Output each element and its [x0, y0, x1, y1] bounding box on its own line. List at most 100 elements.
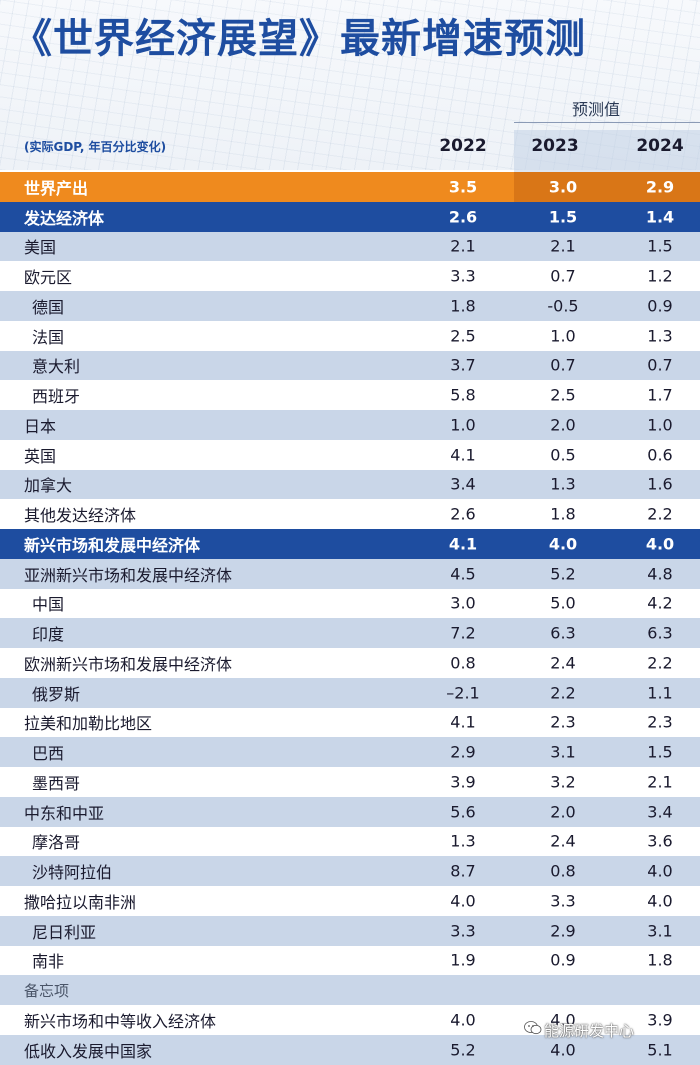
value-2023: 0.7 — [550, 266, 576, 286]
value-2022: 2.6 — [450, 504, 476, 524]
value-2023: 6.3 — [550, 623, 576, 643]
table-row: 欧洲新兴市场和发展中经济体 0.8 2.4 2.2 — [0, 648, 700, 678]
value-2023: -0.5 — [547, 296, 579, 316]
value-2022: 5.6 — [450, 802, 476, 822]
row-label: 亚洲新兴市场和发展中经济体 — [24, 565, 233, 585]
value-2024: 1.7 — [647, 385, 673, 405]
value-2024: 1.5 — [647, 236, 673, 256]
page-title: 《世界经济展望》最新增速预测 — [12, 16, 586, 62]
table-row: 墨西哥 3.9 3.2 2.1 — [0, 767, 700, 797]
value-2024: 1.5 — [647, 742, 673, 762]
forecast-divider — [514, 122, 700, 123]
value-2024: 2.1 — [647, 772, 673, 792]
table-row: 日本 1.0 2.0 1.0 — [0, 410, 700, 440]
value-2022: 4.0 — [450, 1010, 476, 1030]
column-header-2023: 2023 — [531, 136, 579, 156]
table-row: 低收入发展中国家 5.2 4.0 5.1 — [0, 1034, 700, 1065]
value-2023: 2.4 — [550, 831, 576, 851]
row-label: 美国 — [24, 238, 57, 258]
value-2023: 3.3 — [550, 891, 576, 911]
table-row: 欧元区 3.3 0.7 1.2 — [0, 261, 700, 291]
value-2024: 1.2 — [647, 266, 673, 286]
value-2022: 4.1 — [450, 712, 476, 732]
row-label: 巴西 — [32, 744, 65, 764]
value-2023: 2.5 — [550, 385, 576, 405]
table-row: 印度 7.2 6.3 6.3 — [0, 618, 700, 648]
value-2022: 3.5 — [448, 177, 478, 197]
value-2023: 5.2 — [550, 564, 576, 584]
table-row: 撒哈拉以南非洲 4.0 3.3 4.0 — [0, 886, 700, 916]
value-2023: 4.0 — [548, 534, 578, 554]
table-row: 加拿大 3.4 1.3 1.6 — [0, 469, 700, 500]
value-2023: 1.3 — [550, 474, 576, 494]
value-2024: 2.2 — [647, 653, 673, 673]
row-label: 中国 — [32, 595, 65, 615]
table-row: 摩洛哥 1.3 2.4 3.6 — [0, 826, 700, 857]
value-2022: 4.0 — [450, 891, 476, 911]
value-2024: 2.3 — [647, 712, 673, 732]
row-label: 南非 — [32, 952, 65, 972]
value-2022: 0.8 — [450, 653, 476, 673]
value-2024: 0.7 — [647, 355, 673, 375]
table-row: 拉美和加勒比地区 4.1 2.3 2.3 — [0, 707, 700, 738]
group-row: 发达经济体 2.6 1.5 1.4 — [0, 201, 700, 232]
value-2023: 3.1 — [550, 742, 576, 762]
value-2024: 4.8 — [647, 564, 673, 584]
forecast-shade — [514, 172, 700, 202]
units-note: (实际GDP, 年百分比变化) — [24, 140, 167, 154]
row-label: 西班牙 — [32, 387, 81, 407]
value-2022: 3.7 — [450, 355, 476, 375]
table-row: 亚洲新兴市场和发展中经济体 4.5 5.2 4.8 — [0, 558, 700, 589]
value-2024: 1.1 — [647, 683, 673, 703]
value-2022: 5.8 — [450, 385, 476, 405]
row-label: 撒哈拉以南非洲 — [24, 892, 137, 912]
table-row: 中国 3.0 5.0 4.2 — [0, 588, 700, 619]
row-label: 中东和中亚 — [24, 803, 105, 823]
value-2024: 1.8 — [647, 950, 673, 970]
value-2024: 5.1 — [647, 1040, 673, 1060]
table-row: 德国 1.8 -0.5 0.9 — [0, 291, 700, 321]
value-2024: 3.4 — [647, 802, 673, 822]
table-row: 美国 2.1 2.1 1.5 — [0, 231, 700, 262]
row-label: 世界产出 — [24, 178, 89, 198]
value-2022: 2.9 — [450, 742, 476, 762]
value-2023: 4.0 — [550, 1010, 576, 1030]
value-2023: 2.0 — [550, 415, 576, 435]
value-2023: 5.0 — [550, 593, 576, 613]
row-label: 墨西哥 — [32, 773, 81, 793]
value-2024: 1.4 — [645, 207, 675, 227]
value-2024: 3.6 — [647, 831, 673, 851]
value-2023: 0.9 — [550, 950, 576, 970]
column-header-2022: 2022 — [439, 136, 487, 156]
value-2022: 7.2 — [450, 623, 476, 643]
value-2024: 2.2 — [647, 504, 673, 524]
value-2023: 1.8 — [550, 504, 576, 524]
value-2022: 2.1 — [450, 236, 476, 256]
value-2024: 2.9 — [645, 177, 675, 197]
value-2023: 0.7 — [550, 355, 576, 375]
growth-table: 世界产出 3.5 3.0 2.9 发达经济体 2.6 1.5 1.4 美国 2.1 2.1 1.5 欧元… — [0, 172, 700, 1065]
value-2023: 2.2 — [550, 683, 576, 703]
value-2022: 1.8 — [450, 296, 476, 316]
row-label: 意大利 — [32, 357, 81, 377]
value-2024: 1.3 — [647, 326, 673, 346]
world-output-row: 世界产出 3.5 3.0 2.9 — [0, 172, 700, 202]
value-2024: 4.0 — [647, 861, 673, 881]
table-row: 法国 2.5 1.0 1.3 — [0, 320, 700, 351]
value-2024: 1.0 — [647, 415, 673, 435]
value-2023: 1.0 — [550, 326, 576, 346]
value-2024: 3.9 — [647, 1010, 673, 1030]
row-label: 发达经济体 — [24, 208, 105, 228]
value-2024: 1.6 — [647, 474, 673, 494]
row-label: 其他发达经济体 — [24, 506, 137, 526]
value-2023: 3.0 — [548, 177, 578, 197]
row-label: 加拿大 — [24, 476, 73, 496]
column-header-2024: 2024 — [636, 136, 684, 156]
value-2022: 4.1 — [448, 534, 478, 554]
wechat-icon — [524, 1021, 542, 1035]
value-2024: 0.6 — [647, 445, 673, 465]
value-2022: 1.0 — [450, 415, 476, 435]
row-label: 新兴市场和发展中经济体 — [24, 535, 201, 555]
table-row: 巴西 2.9 3.1 1.5 — [0, 737, 700, 767]
memo-row: 备忘项 — [0, 975, 700, 1005]
